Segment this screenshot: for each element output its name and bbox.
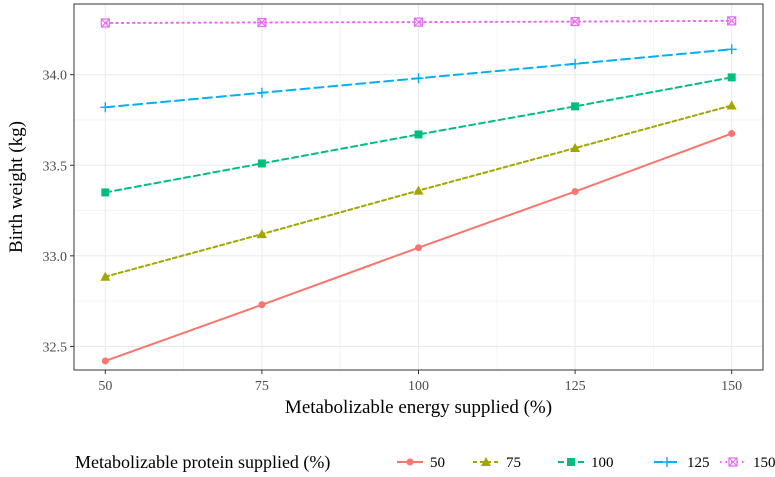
legend-key-marker <box>406 458 414 466</box>
y-tick-label: 33.0 <box>43 250 68 265</box>
series-75 <box>100 100 737 281</box>
legend-label: 150 <box>753 455 775 471</box>
legend: Metabolizable protein supplied (%) 50 75 1… <box>75 452 775 473</box>
legend-label: 100 <box>591 455 614 471</box>
axes: 50 75 100 125 150 32.5 33.0 33.5 34.0 <box>43 69 743 394</box>
legend-label: 50 <box>430 455 445 471</box>
data-point <box>413 73 424 84</box>
y-tick-label: 34.0 <box>43 69 68 84</box>
data-point <box>570 143 581 153</box>
data-point <box>414 130 423 139</box>
legend-item-50: 50 <box>397 455 445 471</box>
data-point <box>727 16 737 26</box>
data-point <box>415 244 422 252</box>
legend-key-marker <box>728 457 738 467</box>
data-point <box>570 58 581 69</box>
legend-label: 125 <box>687 455 710 471</box>
data-point <box>728 130 736 138</box>
legend-item-150: 150 <box>720 455 775 471</box>
data-point <box>256 87 267 98</box>
series-125 <box>100 44 737 113</box>
y-tick-label: 33.5 <box>43 159 68 174</box>
data-point <box>727 73 736 82</box>
data-point <box>571 102 580 111</box>
x-tick-label: 75 <box>255 379 269 394</box>
x-tick-label: 125 <box>565 379 586 394</box>
data-point <box>256 229 267 239</box>
data-point <box>100 102 111 113</box>
x-tick-label: 100 <box>408 379 429 394</box>
data-point <box>100 271 111 281</box>
data-point <box>571 188 579 196</box>
series-100 <box>101 73 736 197</box>
data-point <box>726 44 737 55</box>
x-tick-label: 50 <box>98 379 112 394</box>
data-point <box>101 357 109 365</box>
data-point <box>257 17 267 28</box>
legend-label: 75 <box>506 455 521 471</box>
series-line-100 <box>104 76 733 194</box>
data-point <box>570 16 580 27</box>
data-point <box>726 100 737 110</box>
x-tick-label: 150 <box>721 379 742 394</box>
data-point <box>257 159 266 168</box>
data-point <box>413 185 424 195</box>
y-axis-title: Birth weight (kg) <box>6 121 27 253</box>
legend-item-75: 75 <box>473 455 521 471</box>
data-point <box>101 188 110 197</box>
legend-item-125: 125 <box>654 455 710 471</box>
legend-key-marker <box>567 458 575 466</box>
series-50 <box>101 130 736 365</box>
y-tick-label: 32.5 <box>43 340 68 355</box>
legend-key-marker <box>662 457 672 467</box>
x-axis-title: Metabolizable energy supplied (%) <box>285 397 552 418</box>
data-point <box>258 301 266 309</box>
series-lines <box>100 16 737 365</box>
data-point <box>100 18 110 28</box>
legend-title: Metabolizable protein supplied (%) <box>75 452 330 473</box>
data-point <box>413 17 424 27</box>
legend-item-100: 100 <box>558 455 614 471</box>
series-150 <box>100 16 737 28</box>
legend-key-marker <box>481 457 491 466</box>
